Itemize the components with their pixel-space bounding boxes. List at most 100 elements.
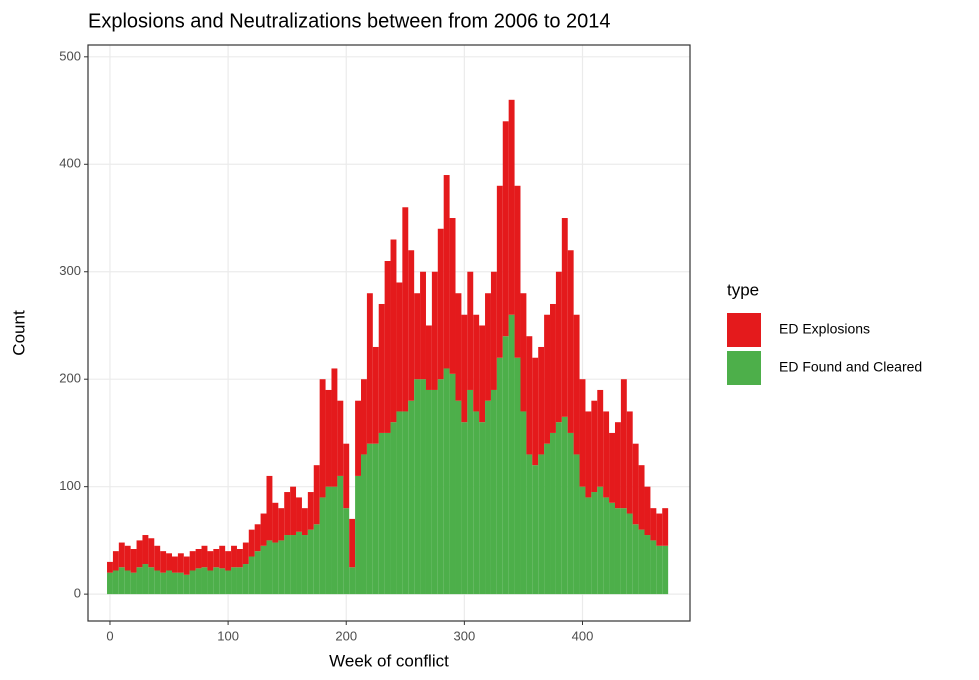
bar-segment bbox=[361, 379, 367, 455]
bar-segment bbox=[597, 389, 604, 487]
bar-segment bbox=[107, 572, 113, 595]
bar-segment bbox=[650, 508, 657, 541]
bar-segment bbox=[337, 475, 344, 595]
bar-segment bbox=[626, 411, 633, 514]
bar-segment bbox=[195, 549, 202, 569]
bar-segment bbox=[272, 502, 279, 543]
bar-segment bbox=[361, 454, 367, 595]
bar-segment bbox=[290, 535, 297, 595]
bar-segment bbox=[449, 373, 456, 595]
bar-segment bbox=[544, 314, 551, 444]
bar-segment bbox=[514, 357, 521, 595]
x-tick-label: 400 bbox=[572, 628, 594, 643]
bar-segment bbox=[319, 379, 326, 498]
bar-segment bbox=[408, 400, 415, 595]
bar-segment bbox=[490, 271, 497, 390]
bar-segment bbox=[154, 570, 161, 595]
bar-segment bbox=[479, 422, 486, 595]
bar-segment bbox=[337, 400, 344, 476]
bar-segment bbox=[473, 411, 480, 595]
bar-segment bbox=[296, 531, 302, 595]
bar-segment bbox=[656, 545, 663, 595]
x-axis-title: Week of conflict bbox=[329, 651, 449, 670]
bar-segment bbox=[254, 524, 261, 552]
bar-segment bbox=[396, 411, 403, 595]
bar-segment bbox=[372, 346, 379, 444]
bar-segment bbox=[254, 551, 261, 595]
bar-segment bbox=[260, 545, 267, 595]
bar-segment bbox=[508, 314, 515, 595]
bar-segment bbox=[248, 529, 255, 557]
bar-segment bbox=[325, 389, 332, 487]
bar-segment bbox=[490, 389, 497, 595]
y-tick-label: 0 bbox=[74, 586, 81, 601]
y-tick-label: 300 bbox=[59, 263, 81, 278]
bar-segment bbox=[402, 207, 409, 412]
bar-segment bbox=[296, 497, 302, 532]
y-tick-label: 200 bbox=[59, 371, 81, 386]
bar-segment bbox=[301, 508, 308, 536]
bar-segment bbox=[620, 379, 627, 509]
bar-segment bbox=[390, 239, 397, 423]
bar-segment bbox=[461, 422, 468, 595]
bar-segment bbox=[331, 486, 338, 595]
bar-segment bbox=[301, 535, 308, 595]
x-tick-label: 100 bbox=[217, 628, 239, 643]
bar-segment bbox=[372, 443, 379, 595]
bar-segment bbox=[290, 486, 297, 536]
bar-segment bbox=[307, 492, 314, 530]
bar-segment bbox=[455, 400, 462, 595]
bar-segment bbox=[384, 432, 391, 595]
bar-segment bbox=[585, 411, 592, 498]
bar-segment bbox=[343, 443, 350, 509]
bar-segment bbox=[201, 567, 208, 595]
bar-segment bbox=[544, 443, 551, 595]
bar-segment bbox=[266, 475, 273, 541]
bar-segment bbox=[526, 454, 533, 595]
bar-segment bbox=[662, 508, 669, 546]
bar-segment bbox=[384, 261, 391, 433]
bar-segment bbox=[154, 545, 161, 571]
bar-segment bbox=[148, 567, 155, 595]
bar-segment bbox=[632, 443, 639, 525]
bar-segment bbox=[437, 228, 444, 380]
bar-segment bbox=[467, 389, 474, 595]
bar-segment bbox=[550, 303, 556, 433]
bar-segment bbox=[620, 508, 627, 595]
bar-segment bbox=[614, 422, 621, 509]
bar-segment bbox=[378, 303, 385, 433]
bar-segment bbox=[461, 314, 468, 423]
bar-segment bbox=[644, 535, 651, 595]
bar-segment bbox=[319, 497, 326, 595]
bar-segment bbox=[420, 271, 426, 380]
bar-segment bbox=[225, 551, 232, 571]
bar-segment bbox=[614, 508, 621, 595]
bar-segment bbox=[130, 549, 137, 573]
bar-segment bbox=[148, 538, 155, 568]
bar-segment bbox=[378, 432, 385, 595]
bar-segment bbox=[479, 325, 486, 423]
bar-segment bbox=[431, 271, 438, 390]
bar-segment bbox=[644, 486, 651, 536]
bar-segment bbox=[213, 549, 220, 568]
legend-key bbox=[727, 351, 761, 385]
bar-segment bbox=[473, 314, 480, 412]
bar-segment bbox=[431, 389, 438, 595]
bar-segment bbox=[142, 535, 149, 565]
bar-segment bbox=[555, 271, 562, 423]
bar-segment bbox=[514, 185, 521, 358]
bar-segment bbox=[502, 336, 509, 595]
bar-segment bbox=[402, 411, 409, 595]
bar-segment bbox=[189, 551, 196, 571]
bar-segment bbox=[272, 542, 279, 595]
bar-segment bbox=[136, 540, 143, 568]
bar-segment bbox=[443, 175, 450, 369]
bar-segment bbox=[609, 432, 615, 503]
bar-segment bbox=[561, 416, 568, 595]
legend-label: ED Explosions bbox=[779, 321, 870, 337]
bar-segment bbox=[532, 357, 539, 466]
bar-segment bbox=[177, 572, 184, 595]
bar-segment bbox=[166, 570, 172, 595]
x-tick-label: 200 bbox=[335, 628, 357, 643]
